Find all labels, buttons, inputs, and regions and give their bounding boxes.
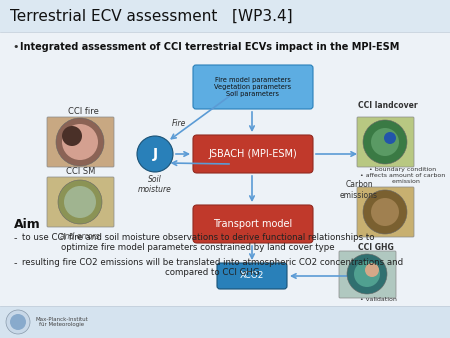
Text: Integrated assessment of CCI terrestrial ECVs impact in the MPI-ESM: Integrated assessment of CCI terrestrial… xyxy=(20,42,400,52)
Text: CCI GHG: CCI GHG xyxy=(358,243,394,252)
Circle shape xyxy=(137,136,173,172)
Text: Fire: Fire xyxy=(172,120,186,128)
Text: Terrestrial ECV assessment   [WP3.4]: Terrestrial ECV assessment [WP3.4] xyxy=(10,8,292,24)
FancyBboxPatch shape xyxy=(193,135,313,173)
Circle shape xyxy=(365,263,379,277)
Circle shape xyxy=(363,190,407,234)
Text: Transport model: Transport model xyxy=(213,219,292,229)
FancyBboxPatch shape xyxy=(193,65,313,109)
Circle shape xyxy=(354,261,380,287)
FancyBboxPatch shape xyxy=(339,251,396,298)
Text: •: • xyxy=(12,42,18,52)
Text: CCI landcover: CCI landcover xyxy=(358,101,418,110)
FancyBboxPatch shape xyxy=(47,177,114,227)
Text: Max-Planck-Institut
für Meteorologie: Max-Planck-Institut für Meteorologie xyxy=(35,317,88,328)
Text: -: - xyxy=(14,258,18,268)
Circle shape xyxy=(62,126,82,146)
FancyBboxPatch shape xyxy=(357,187,414,237)
Text: Carbon
emissions: Carbon emissions xyxy=(340,180,378,200)
Circle shape xyxy=(363,120,407,164)
Text: • validation: • validation xyxy=(360,297,397,302)
FancyBboxPatch shape xyxy=(47,117,114,167)
Text: Soil
moisture: Soil moisture xyxy=(138,175,172,194)
Circle shape xyxy=(384,132,396,144)
Text: resulting fire CO2 emissions will be translated into atmospheric CO2 concentrati: resulting fire CO2 emissions will be tra… xyxy=(22,258,403,277)
Text: XCO2: XCO2 xyxy=(240,271,264,281)
Circle shape xyxy=(347,254,387,294)
Text: -: - xyxy=(14,233,18,243)
Bar xyxy=(0,0,450,32)
Circle shape xyxy=(371,198,399,226)
Circle shape xyxy=(58,180,102,224)
Circle shape xyxy=(371,128,399,156)
Circle shape xyxy=(64,186,96,218)
FancyBboxPatch shape xyxy=(193,205,313,243)
Circle shape xyxy=(56,118,104,166)
Text: to use CCI fire and soil moisture observations to derive functional relationship: to use CCI fire and soil moisture observ… xyxy=(22,233,374,252)
Text: JSBACH (MPI-ESM): JSBACH (MPI-ESM) xyxy=(209,149,297,159)
Text: CCI SM: CCI SM xyxy=(66,168,95,176)
Text: Aim: Aim xyxy=(14,218,41,231)
FancyBboxPatch shape xyxy=(357,117,414,167)
Text: Fire model parameters
Vegetation parameters
Soil parameters: Fire model parameters Vegetation paramet… xyxy=(215,77,292,97)
Text: J: J xyxy=(153,147,158,161)
Text: and errors: and errors xyxy=(60,232,100,241)
Text: • boundary condition
• affects amount of carbon
   emission: • boundary condition • affects amount of… xyxy=(360,167,445,184)
Circle shape xyxy=(62,124,98,160)
Circle shape xyxy=(6,310,30,334)
Text: CCI fire: CCI fire xyxy=(68,107,99,117)
FancyBboxPatch shape xyxy=(217,263,287,289)
Bar xyxy=(0,306,450,338)
Circle shape xyxy=(10,314,26,330)
